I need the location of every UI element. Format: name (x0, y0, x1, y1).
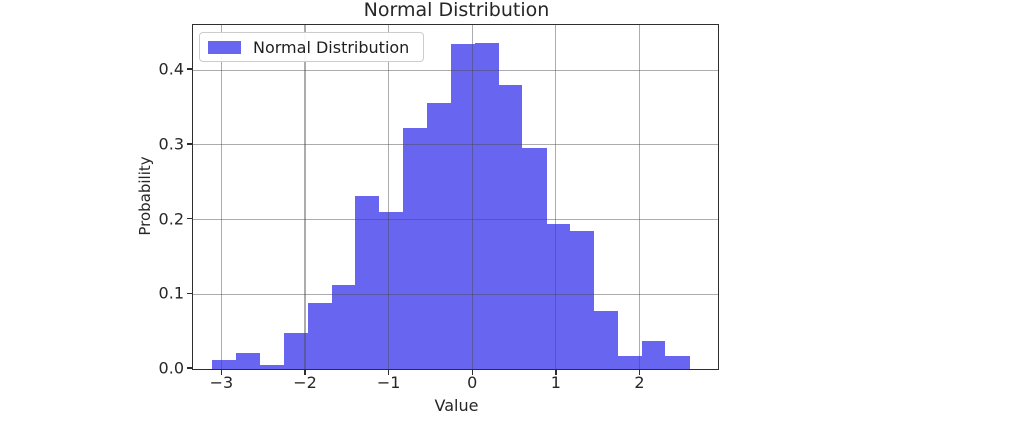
x-tick-label: 2 (634, 373, 645, 392)
chart-title: Normal Distribution (363, 0, 550, 21)
histogram-bar (402, 127, 428, 369)
histogram-bar (498, 85, 523, 369)
gridline-vertical (388, 25, 390, 369)
x-tick-label: −3 (209, 373, 234, 392)
x-tick-mark (387, 369, 390, 375)
gridline-vertical (304, 25, 306, 369)
histogram-bar (307, 303, 332, 369)
histogram-bar (546, 224, 571, 369)
histogram-bar (522, 147, 547, 369)
histogram-bar (665, 356, 690, 369)
y-tick-label: 0.1 (158, 283, 184, 303)
gridline-horizontal (193, 293, 718, 295)
x-tick-mark (304, 369, 306, 375)
histogram-bar (570, 230, 595, 369)
y-tick-mark (187, 217, 192, 220)
x-axis-label: Value (434, 396, 479, 415)
histogram-bar (474, 42, 499, 369)
x-tick-mark (220, 369, 223, 375)
y-tick-mark (187, 367, 192, 369)
grid-layer (193, 25, 718, 369)
y-tick-mark (187, 292, 192, 294)
histogram-bar (450, 44, 475, 369)
gridline-vertical (638, 25, 640, 369)
y-tick-label: 0.0 (158, 358, 184, 378)
gridline-horizontal (193, 69, 718, 71)
histogram-bar (355, 195, 380, 369)
histogram-bar (641, 340, 666, 369)
legend: Normal Distribution (199, 32, 425, 62)
gridline-horizontal (193, 144, 718, 146)
x-tick-mark (471, 369, 473, 375)
histogram-bar (379, 212, 403, 369)
legend-swatch (208, 40, 241, 54)
histogram-bar (427, 103, 451, 369)
gridline-vertical (471, 25, 473, 369)
histogram-bar (617, 355, 642, 369)
plot-area: Normal Distribution (192, 24, 719, 370)
histogram-bar (259, 365, 285, 369)
y-tick-mark (187, 68, 192, 70)
gridline-horizontal (193, 218, 718, 221)
x-tick-mark (638, 369, 641, 375)
y-tick-label: 0.2 (158, 209, 184, 229)
gridline-vertical (555, 25, 557, 369)
bars-layer (193, 25, 718, 369)
histogram-bar (212, 360, 237, 369)
x-tick-label: −1 (376, 373, 401, 392)
y-tick-label: 0.4 (158, 59, 184, 79)
legend-label: Normal Distribution (253, 37, 410, 57)
histogram-bar (331, 284, 356, 369)
gridline-vertical (220, 25, 222, 369)
x-tick-label: 1 (550, 373, 561, 392)
x-tick-mark (555, 369, 557, 375)
y-tick-label: 0.3 (158, 134, 184, 154)
histogram-bar (594, 311, 618, 369)
histogram-bar (236, 353, 260, 369)
x-tick-label: −2 (293, 373, 317, 392)
y-tick-mark (187, 143, 192, 145)
x-tick-label: 0 (467, 373, 478, 392)
histogram-bar (284, 333, 308, 369)
